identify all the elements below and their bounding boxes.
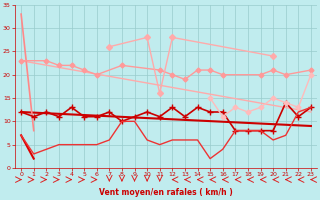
X-axis label: Vent moyen/en rafales ( km/h ): Vent moyen/en rafales ( km/h ) xyxy=(99,188,233,197)
